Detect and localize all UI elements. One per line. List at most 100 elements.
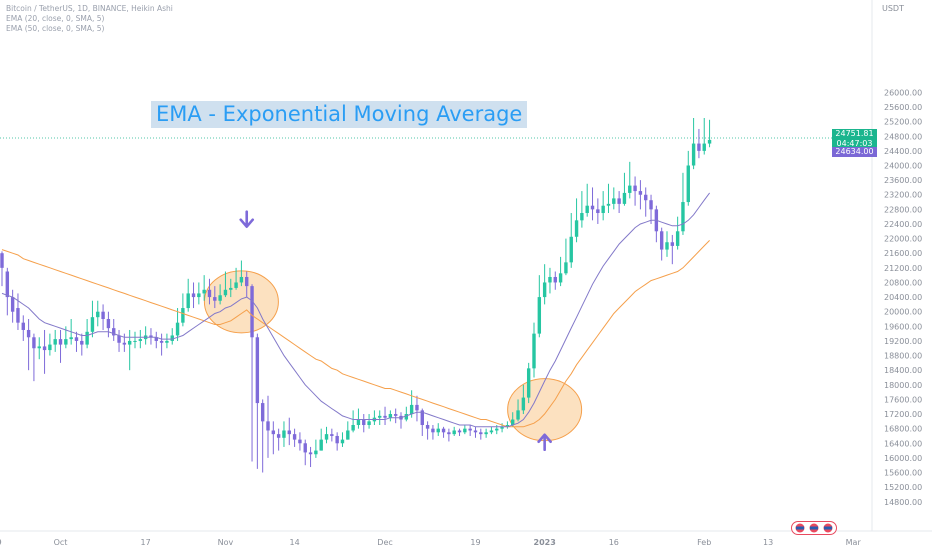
legend-symbol[interactable]: Bitcoin / TetherUS, 1D, BINANCE, Heikin … bbox=[6, 4, 173, 13]
candle-down bbox=[271, 421, 276, 455]
x-tick-label: Dec bbox=[377, 538, 392, 547]
candle-up bbox=[622, 172, 627, 206]
y-tick-label: 25600.00 bbox=[884, 103, 922, 112]
y-tick-label: 17200.00 bbox=[884, 410, 922, 419]
candle-up bbox=[186, 278, 190, 312]
candle-up bbox=[170, 328, 174, 345]
y-tick-label: 23600.00 bbox=[884, 176, 922, 185]
candle-down bbox=[276, 428, 281, 451]
x-axis[interactable]: 19 Oct 17 Nov 14 Dec 19 2023 16 Feb 13 Mar bbox=[0, 538, 861, 547]
candle-down bbox=[255, 333, 260, 469]
candle-down bbox=[659, 227, 664, 261]
candle-up bbox=[143, 326, 148, 345]
candle-up bbox=[521, 384, 526, 415]
candle-down bbox=[101, 304, 105, 330]
candle-up bbox=[505, 421, 510, 429]
candle-up bbox=[463, 425, 467, 435]
candle-up bbox=[612, 187, 616, 210]
candle-down bbox=[473, 426, 478, 438]
y-tick-label: 18800.00 bbox=[884, 352, 922, 361]
candle-down bbox=[383, 406, 387, 426]
y-tick-label: 20800.00 bbox=[884, 278, 922, 287]
candle-down bbox=[213, 286, 217, 309]
candle-down bbox=[399, 412, 403, 429]
candle-up bbox=[202, 275, 206, 301]
candle-down bbox=[117, 329, 121, 352]
candle-down bbox=[596, 198, 600, 224]
tradingview-logo-icon[interactable] bbox=[791, 521, 837, 535]
ema50-line bbox=[1, 240, 710, 428]
candle-down bbox=[207, 278, 212, 305]
y-tick-label: 19200.00 bbox=[884, 337, 922, 346]
y-tick-label: 20000.00 bbox=[884, 308, 922, 317]
x-tick-label: 16 bbox=[609, 538, 619, 547]
y-tick-label: 22400.00 bbox=[884, 220, 922, 229]
x-tick-label: 17 bbox=[141, 538, 151, 547]
candle-up bbox=[532, 322, 536, 378]
candle-up bbox=[702, 117, 706, 155]
arrow-down-icon bbox=[239, 210, 255, 228]
candle-up bbox=[218, 284, 222, 305]
candle-down bbox=[633, 176, 637, 206]
candle-down bbox=[149, 328, 153, 345]
candle-down bbox=[106, 311, 111, 338]
candle-up bbox=[489, 426, 494, 435]
y-tick-label: 21600.00 bbox=[884, 249, 922, 258]
countdown-badge: 04:47:03 bbox=[832, 139, 877, 150]
candle-down bbox=[287, 417, 291, 446]
candle-up bbox=[574, 198, 579, 243]
candle-down bbox=[441, 426, 446, 438]
legend-ema20[interactable]: EMA (20, close, 0, SMA, 5) bbox=[6, 14, 105, 23]
candle-up bbox=[324, 426, 329, 444]
candle-down bbox=[335, 432, 339, 451]
candle-up bbox=[564, 238, 568, 276]
candle-up bbox=[681, 172, 685, 235]
x-tick-label: 19 bbox=[0, 538, 2, 547]
candle-up bbox=[516, 399, 520, 422]
candle-down bbox=[260, 399, 265, 473]
candle-up bbox=[686, 150, 690, 206]
candle-up bbox=[484, 428, 488, 438]
candle-down bbox=[10, 289, 15, 323]
candle-down bbox=[0, 251, 4, 287]
candle-up bbox=[165, 333, 169, 349]
candle-up bbox=[229, 278, 233, 298]
ema-lines bbox=[0, 137, 872, 428]
candle-up bbox=[548, 267, 552, 294]
y-tick-label: 24000.00 bbox=[884, 162, 922, 171]
candle-up bbox=[96, 300, 100, 327]
candle-up bbox=[367, 414, 371, 429]
candle-up bbox=[133, 331, 137, 349]
candle-down bbox=[5, 267, 10, 316]
signal-arrows bbox=[239, 210, 552, 452]
candle-down bbox=[697, 128, 701, 159]
candle-down bbox=[393, 408, 398, 424]
candle-up bbox=[138, 329, 143, 349]
y-tick-label: 22800.00 bbox=[884, 205, 922, 214]
y-tick-label: 23200.00 bbox=[884, 191, 922, 200]
candle-down bbox=[266, 395, 270, 458]
title-banner: EMA - Exponential Moving Average bbox=[151, 101, 528, 128]
candles bbox=[0, 117, 712, 473]
candle-down bbox=[16, 293, 20, 330]
candle-up bbox=[282, 421, 286, 447]
y-axis[interactable]: USDT 14800.00 15200.00 15600.00 16000.00 1640… bbox=[882, 4, 922, 507]
candle-up bbox=[53, 329, 57, 352]
candle-up bbox=[181, 293, 185, 327]
candle-up bbox=[388, 410, 393, 422]
y-tick-label: 18000.00 bbox=[884, 381, 922, 390]
candle-down bbox=[649, 194, 653, 224]
candle-up bbox=[314, 439, 318, 458]
y-tick-label: 18400.00 bbox=[884, 366, 922, 375]
x-tick-label: Feb bbox=[697, 538, 711, 547]
candle-down bbox=[638, 180, 643, 210]
highlight-circles bbox=[203, 270, 583, 442]
y-tick-label: 25200.00 bbox=[884, 118, 922, 127]
last-price-badge: 24751.81 bbox=[832, 129, 877, 140]
candle-up bbox=[606, 183, 611, 214]
highlight-circle-bottom bbox=[507, 378, 583, 442]
x-tick-label: Oct bbox=[54, 538, 68, 547]
candle-down bbox=[308, 446, 313, 468]
legend-ema50[interactable]: EMA (50, close, 0, SMA, 5) bbox=[6, 24, 105, 33]
